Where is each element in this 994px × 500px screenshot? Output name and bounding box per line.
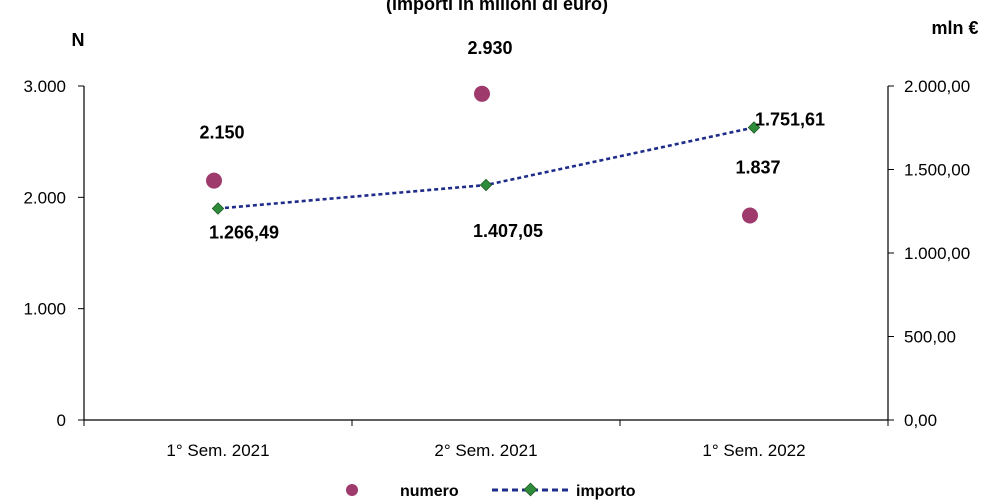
right-tick-label: 0,00 [904, 411, 937, 430]
left-tick-label: 1.000 [23, 300, 66, 319]
x-tick-label: 2° Sem. 2021 [434, 441, 537, 460]
legend-importo-marker [523, 482, 538, 497]
left-tick-label: 3.000 [23, 77, 66, 96]
right-tick-label: 2.000,00 [904, 77, 970, 96]
importo-point [211, 202, 225, 215]
numero-points [206, 85, 758, 224]
right-tick-label: 500,00 [904, 328, 956, 347]
data-labels: 2.150 2.930 1.837 1.266,49 1.407,05 1.751,61 [199, 38, 825, 243]
importo-series-line [217, 126, 755, 210]
x-tick-label: 1° Sem. 2021 [166, 441, 269, 460]
numero-data-label: 1.837 [735, 157, 780, 177]
right-axis-label: mln € [931, 18, 978, 38]
right-tick-label: 1.500,00 [904, 161, 970, 180]
chart-title: (importi in milioni di euro) [386, 0, 608, 14]
importo-line-group [217, 126, 755, 210]
importo-points [211, 121, 761, 215]
right-axis-ticks: 0,00 500,00 1.000,00 1.500,00 2.000,00 [888, 77, 970, 430]
numero-point [474, 85, 490, 102]
legend-numero-label: numero [400, 483, 459, 500]
left-tick-label: 2.000 [23, 188, 66, 207]
numero-data-label: 2.150 [199, 123, 244, 143]
x-axis-ticks: 1° Sem. 2021 2° Sem. 2021 1° Sem. 2022 [83, 420, 889, 460]
left-axis-label: N [72, 30, 85, 50]
importo-point [479, 178, 493, 192]
importo-point [747, 121, 761, 134]
legend: numero importo [346, 482, 636, 500]
left-tick-label: 0 [57, 411, 66, 430]
numero-data-label: 2.930 [467, 38, 512, 58]
right-tick-label: 1.000,00 [904, 244, 970, 263]
legend-numero-marker [346, 484, 358, 496]
left-axis-ticks: 0 1.000 2.000 3.000 [23, 77, 84, 430]
x-tick-label: 1° Sem. 2022 [702, 441, 805, 460]
importo-data-label: 1.266,49 [209, 222, 279, 242]
numero-point [206, 172, 222, 189]
numero-point [742, 207, 758, 224]
importo-data-label: 1.407,05 [473, 221, 543, 241]
legend-importo-label: importo [576, 483, 636, 500]
importo-data-label: 1.751,61 [755, 109, 825, 129]
